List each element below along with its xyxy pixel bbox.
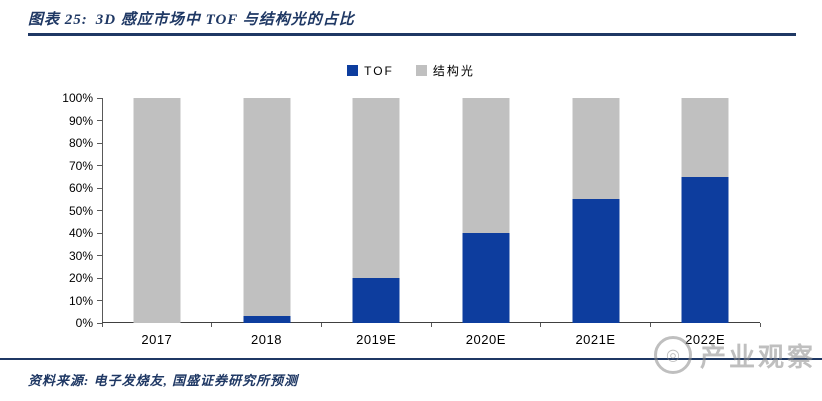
y-axis-tick xyxy=(97,187,102,189)
x-axis-label: 2021E xyxy=(575,332,616,347)
bar-segment-structured-light[interactable] xyxy=(352,98,400,278)
x-axis-label: 2017 xyxy=(141,332,173,347)
bar-slot xyxy=(321,98,431,323)
x-axis-tick xyxy=(759,323,761,327)
y-axis-label: 70% xyxy=(68,158,93,173)
legend-item[interactable]: 结构光 xyxy=(415,62,475,79)
bar-segment-tof[interactable] xyxy=(572,199,620,323)
watermark-text: 产业观察 xyxy=(699,341,816,372)
y-axis-tick xyxy=(97,300,102,301)
legend-item[interactable]: TOF xyxy=(347,62,394,79)
bar-slot xyxy=(212,98,322,323)
y-axis-label: 30% xyxy=(68,248,93,263)
y-axis-label: 10% xyxy=(68,293,93,308)
bar-segment-structured-light[interactable] xyxy=(462,98,510,233)
x-axis-label: 2020E xyxy=(465,332,506,347)
y-axis-label: 50% xyxy=(68,203,93,218)
x-axis-tick xyxy=(649,323,651,327)
bar-row xyxy=(102,98,760,323)
y-axis-label: 40% xyxy=(68,226,93,240)
bar-segment-structured-light[interactable] xyxy=(133,98,181,323)
y-axis-tick xyxy=(97,97,102,99)
legend-label: 结构光 xyxy=(432,64,475,78)
y-axis-tick xyxy=(97,120,102,121)
legend: TOF 结构光 xyxy=(0,62,822,79)
bar-segment-tof[interactable] xyxy=(352,278,400,323)
x-axis-tick xyxy=(101,323,103,327)
x-axis-tick xyxy=(211,323,213,327)
bar-segment-tof[interactable] xyxy=(243,316,290,323)
y-axis-label: 100% xyxy=(62,91,93,105)
x-axis-label: 2022E xyxy=(685,332,726,347)
y-axis-tick xyxy=(97,255,102,256)
y-axis-line xyxy=(102,98,103,323)
x-axis-tick xyxy=(540,323,542,327)
stacked-bar[interactable] xyxy=(681,98,729,323)
legend-swatch xyxy=(415,65,427,76)
stacked-bar[interactable] xyxy=(352,98,400,323)
x-axis-line xyxy=(102,322,760,323)
y-axis-label: 90% xyxy=(68,113,93,128)
y-axis-tick xyxy=(97,165,102,166)
bar-segment-tof[interactable] xyxy=(462,233,510,323)
y-axis-tick xyxy=(97,232,102,234)
y-axis-tick xyxy=(97,142,102,144)
bar-segment-structured-light[interactable] xyxy=(681,98,729,177)
watermark-logo-icon: ◎ xyxy=(653,336,692,374)
footer-divider xyxy=(0,358,822,360)
bar-segment-structured-light[interactable] xyxy=(572,98,620,200)
y-axis-label: 20% xyxy=(68,271,93,285)
x-axis-label: 2018 xyxy=(251,332,282,347)
bar-segment-structured-light[interactable] xyxy=(243,98,290,317)
stacked-bar[interactable] xyxy=(133,98,181,323)
y-axis-label: 0% xyxy=(75,316,93,330)
header-divider xyxy=(28,33,796,36)
x-axis-tick xyxy=(430,323,432,327)
page-title: 3D 感应市场中 TOF 与结构光的占比 xyxy=(95,12,355,28)
chart-header: 图表 25: 3D 感应市场中 TOF 与结构光的占比 xyxy=(28,8,794,29)
legend-swatch xyxy=(347,65,359,76)
stacked-bar[interactable] xyxy=(572,98,620,323)
x-axis-tick xyxy=(320,323,322,327)
stacked-bar[interactable] xyxy=(243,98,290,323)
y-axis-label: 80% xyxy=(68,136,93,150)
bar-slot xyxy=(102,98,212,323)
plot-area: 0% 10% 20% 30% 40% 50% 60% 70% 80% 90% 100% 2017 201… xyxy=(62,91,761,347)
figure-number: 图表 25: xyxy=(28,12,88,28)
stacked-bar[interactable] xyxy=(462,98,510,323)
source-note: 资料来源: 电子发烧友, 国盛证券研究所预测 xyxy=(28,373,299,388)
x-axis-label: 2019E xyxy=(356,332,397,347)
y-axis-tick xyxy=(97,277,102,279)
watermark: ◎ 产业观察 xyxy=(653,336,816,374)
bar-segment-tof[interactable] xyxy=(681,176,729,323)
legend-label: TOF xyxy=(364,63,394,78)
y-axis-label: 60% xyxy=(68,181,93,195)
y-axis-tick xyxy=(97,210,102,211)
bar-slot xyxy=(431,98,541,323)
bar-slot xyxy=(650,98,760,323)
y-axis-tick xyxy=(97,322,102,324)
bar-slot xyxy=(541,98,651,323)
